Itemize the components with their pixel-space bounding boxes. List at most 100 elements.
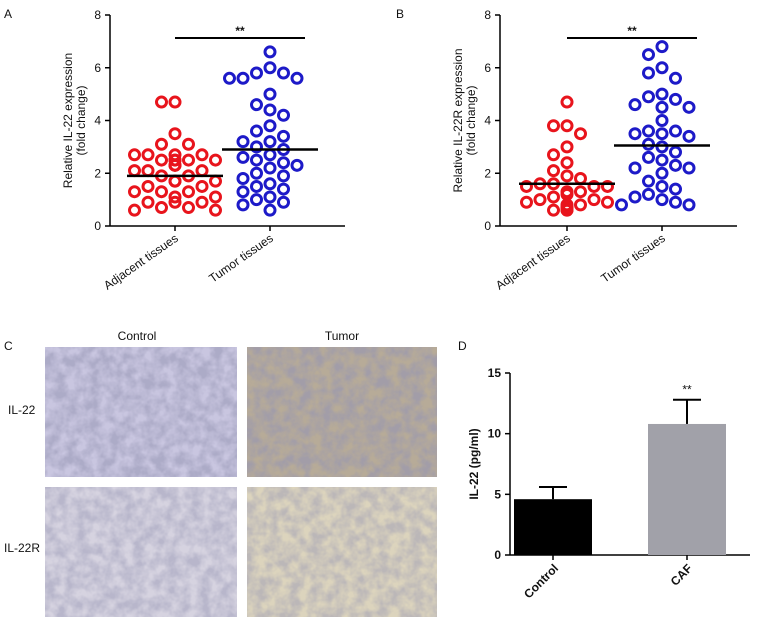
data-point xyxy=(655,61,669,75)
data-point xyxy=(547,148,560,162)
y-axis-label: Relative IL-22R expression xyxy=(451,48,465,192)
data-point xyxy=(547,119,560,133)
data-point xyxy=(628,127,642,141)
data-point xyxy=(547,190,560,204)
significance-label: ** xyxy=(235,24,245,38)
data-point xyxy=(655,193,669,207)
data-point xyxy=(209,153,222,167)
data-point xyxy=(236,198,250,212)
panel-label: D xyxy=(458,339,467,353)
data-point xyxy=(263,45,277,59)
data-point xyxy=(669,182,682,196)
data-point xyxy=(168,195,182,209)
data-point xyxy=(574,127,587,141)
data-point xyxy=(128,148,141,162)
data-point xyxy=(560,203,574,217)
significance-label: ** xyxy=(682,383,692,397)
data-point xyxy=(520,195,533,209)
data-point xyxy=(628,190,642,204)
panel-label: B xyxy=(396,7,404,21)
bar xyxy=(514,499,592,555)
data-point xyxy=(277,156,290,170)
data-point xyxy=(168,127,182,141)
data-point xyxy=(277,108,290,122)
data-point xyxy=(236,172,250,186)
y-tick-label: 5 xyxy=(494,487,501,501)
data-point xyxy=(601,195,614,209)
data-point xyxy=(682,100,696,114)
data-point xyxy=(642,137,655,151)
data-point xyxy=(669,71,682,85)
data-point xyxy=(250,124,263,138)
y-axis-label: IL-22 (pg/ml) xyxy=(467,428,481,499)
data-point xyxy=(642,174,655,188)
data-point xyxy=(250,193,263,207)
data-point xyxy=(155,185,168,199)
data-point xyxy=(128,164,141,178)
data-point xyxy=(574,198,587,212)
data-point xyxy=(669,145,682,159)
data-point xyxy=(682,129,696,143)
data-point xyxy=(128,185,141,199)
data-point xyxy=(560,169,574,183)
column-label: Control xyxy=(118,329,157,343)
data-point xyxy=(236,71,250,85)
y-tick-label: 4 xyxy=(484,114,491,128)
data-point xyxy=(263,148,277,162)
data-point xyxy=(128,203,141,217)
data-point xyxy=(628,98,642,112)
y-axis-label: (fold change) xyxy=(74,85,88,155)
data-point xyxy=(533,193,547,207)
y-axis-label: (fold change) xyxy=(464,85,478,155)
data-point xyxy=(250,98,263,112)
x-tick-label: Adjacent tissues xyxy=(101,231,181,293)
data-point xyxy=(182,153,195,167)
y-tick-label: 15 xyxy=(488,366,502,380)
data-point xyxy=(669,195,682,209)
data-point xyxy=(574,185,587,199)
data-point xyxy=(682,198,696,212)
data-point xyxy=(669,92,682,106)
y-tick-label: 10 xyxy=(488,427,502,441)
data-point xyxy=(155,153,168,167)
x-tick-label: Adjacent tissues xyxy=(493,231,573,293)
data-point xyxy=(182,185,195,199)
data-point xyxy=(655,166,669,180)
y-axis-label: Relative IL-22 expression xyxy=(61,53,75,188)
data-point xyxy=(141,148,155,162)
micrograph-texture xyxy=(247,487,437,617)
data-point xyxy=(263,135,277,149)
data-point xyxy=(236,150,250,164)
data-point xyxy=(669,158,682,172)
data-point xyxy=(263,61,277,75)
panel-label: A xyxy=(4,7,12,21)
data-point xyxy=(263,161,277,175)
data-point xyxy=(682,161,696,175)
data-point xyxy=(655,140,669,154)
data-point xyxy=(615,198,628,212)
data-point xyxy=(655,127,669,141)
data-point xyxy=(587,179,601,193)
x-tick-label: Tumor tissues xyxy=(206,231,275,285)
data-point xyxy=(155,201,168,215)
data-point xyxy=(250,179,263,193)
data-point xyxy=(655,114,669,127)
y-tick-label: 0 xyxy=(494,548,501,562)
data-point xyxy=(168,153,182,167)
data-point xyxy=(209,174,222,188)
data-point xyxy=(168,190,182,204)
data-point xyxy=(642,66,655,80)
data-point xyxy=(250,166,263,180)
data-point xyxy=(263,119,277,133)
micrograph-texture xyxy=(45,347,237,477)
data-point xyxy=(587,193,601,207)
row-label: IL-22 xyxy=(8,403,36,417)
data-point xyxy=(277,169,290,183)
data-point xyxy=(560,156,574,170)
data-point xyxy=(669,124,682,138)
y-tick-label: 2 xyxy=(484,166,491,180)
data-point xyxy=(655,153,669,167)
data-point xyxy=(168,158,182,172)
data-point xyxy=(250,153,263,167)
